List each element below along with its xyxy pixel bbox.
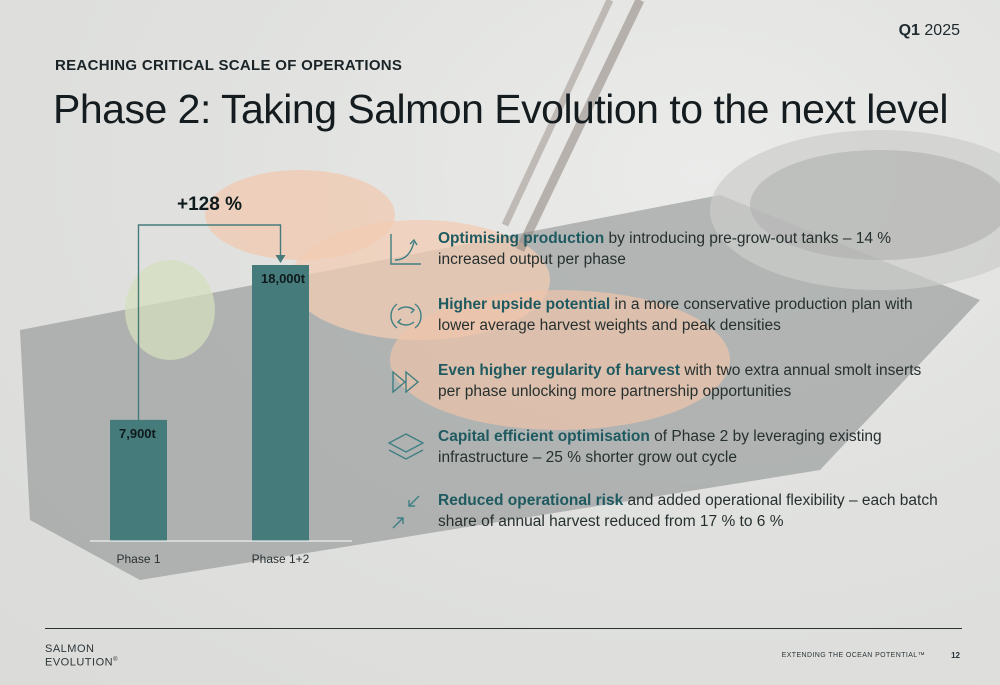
bar-data-label: 7,900t [119, 426, 157, 441]
benefit-heading: Reduced operational risk [438, 492, 624, 509]
page-number: 12 [951, 651, 960, 660]
benefit-heading: Capital efficient optimisation [438, 428, 650, 445]
benefit-heading: Even higher regularity of harvest [438, 362, 681, 379]
company-logo: SALMON EVOLUTION® [45, 643, 118, 669]
benefit-text: Even higher regularity of harvest with t… [438, 360, 938, 402]
benefit-heading: Optimising production [438, 230, 605, 247]
benefit-item-capital-efficiency: Capital efficient optimisation of Phase … [385, 426, 945, 472]
growth-bracket [137, 224, 282, 420]
benefit-description: and added operational flexibility – each… [438, 492, 938, 530]
benefit-text: Capital efficient optimisation of Phase … [438, 426, 938, 468]
layers-icon [387, 433, 425, 460]
benefit-description: with two extra annual smolt inserts per … [438, 362, 922, 400]
benefit-description: by introducing pre-grow-out tanks – 14 %… [438, 230, 892, 268]
growth-annotation: +128 % [177, 194, 242, 215]
fast-forward-icon [392, 370, 420, 394]
footer-divider [45, 628, 962, 629]
bar [252, 265, 309, 541]
cycle-arrows-icon [390, 303, 422, 329]
bar-data-label: 18,000t [261, 271, 306, 286]
benefit-text: Higher upside potential in a more conser… [438, 294, 938, 336]
logo-line-1: SALMON [45, 643, 95, 655]
benefit-text: Optimising production by introducing pre… [438, 228, 938, 270]
logo-registered-mark: ® [113, 657, 118, 663]
page-title: Phase 2: Taking Salmon Evolution to the … [53, 86, 949, 132]
capacity-bar-chart: 7,900t Phase 1 18,000t Phase 1+2 +128 % [90, 194, 352, 566]
benefit-description: in a more conservative production plan w… [438, 296, 913, 334]
converging-arrows-icon [392, 495, 420, 529]
report-quarter: Q1 2025 [899, 22, 960, 40]
benefit-item-harvest-regularity: Even higher regularity of harvest with t… [385, 360, 945, 406]
footer-tagline: EXTENDING THE OCEAN POTENTIAL™ [781, 652, 925, 659]
category-label: Phase 1 [116, 552, 160, 566]
benefit-item-optimising-production: Optimising production by introducing pre… [385, 228, 945, 274]
benefit-heading: Higher upside potential [438, 296, 611, 313]
benefit-description: of Phase 2 by leveraging existing infras… [438, 428, 882, 466]
bar [110, 419, 167, 541]
growth-arrowhead [275, 255, 286, 263]
quarter-year: 2025 [924, 22, 960, 39]
category-label: Phase 1+2 [252, 552, 310, 566]
logo-line-2: EVOLUTION [45, 656, 114, 669]
benefit-item-operational-risk: Reduced operational risk and added opera… [385, 490, 945, 536]
benefit-text: Reduced operational risk and added opera… [438, 490, 938, 532]
section-kicker: REACHING CRITICAL SCALE OF OPERATIONS [55, 57, 403, 74]
benefit-item-upside-potential: Higher upside potential in a more conser… [385, 294, 945, 340]
quarter-label: Q1 [898, 22, 920, 39]
growth-curve-icon [390, 234, 421, 265]
